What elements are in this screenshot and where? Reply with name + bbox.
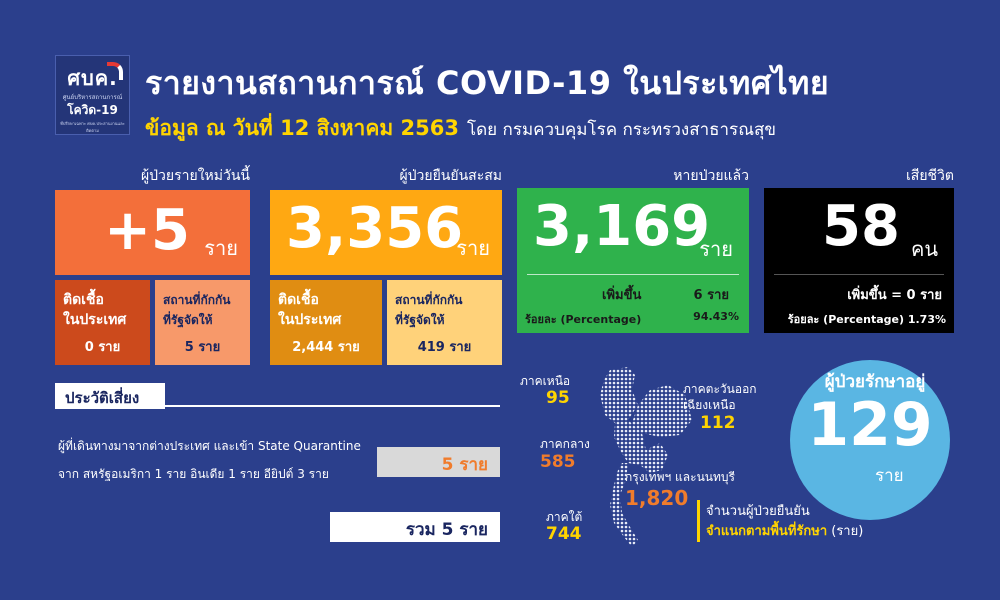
risk-title: ประวัติเสี่ยง	[55, 383, 165, 409]
risk-countries: จาก สหรัฐอเมริกา 1 ราย อินเดีย 1 ราย อีย…	[58, 467, 329, 481]
new-domestic-label: ติดเชื้อ	[63, 292, 104, 308]
region-north-name: ภาคเหนือ	[520, 374, 571, 388]
region-south-name: ภาคใต้	[546, 510, 583, 524]
recovered-divider	[527, 274, 739, 275]
recovered-increase-value: 6 ราย	[693, 288, 729, 303]
risk-value: 5 ราย	[377, 447, 500, 477]
map-east	[640, 443, 668, 473]
map-northeast	[632, 385, 692, 437]
logo-subtext: ศูนย์บริหารสถานการณ์	[62, 94, 123, 101]
logo-covid-text: โควิด-19	[67, 103, 118, 117]
deaths-divider	[774, 274, 944, 275]
flag-icon	[107, 62, 123, 80]
new-quarantine-box: สถานที่กักกัน ที่รัฐจัดให้ 5 ราย	[155, 280, 250, 365]
new-cases-unit: ราย	[204, 236, 238, 260]
ddc-logo: ศบค. ศูนย์บริหารสถานการณ์ โควิด-19 ที่ปร…	[55, 55, 130, 135]
deaths-increase: เพิ่มขึ้น = 0 ราย	[847, 288, 942, 303]
new-cases-card: +5 ราย	[55, 190, 250, 275]
deaths-card: 58 คน เพิ่มขึ้น = 0 ราย ร้อยละ (Percenta…	[764, 188, 954, 333]
in-treatment-unit: ราย	[875, 466, 904, 486]
cumulative-unit: ราย	[456, 236, 490, 260]
cumulative-heading: ผู้ป่วยยืนยันสะสม	[399, 168, 502, 184]
new-cases-value: +5	[104, 198, 190, 263]
cumulative-quarantine-value: 419 ราย	[417, 340, 472, 355]
region-central-value: 585	[540, 452, 576, 472]
recovered-card: 3,169 ราย เพิ่มขึ้น 6 ราย ร้อยละ (Percen…	[517, 188, 749, 333]
risk-description: ผู้ที่เดินทางมาจากต่างประเทศ และเข้า Sta…	[58, 439, 361, 453]
new-domestic-label2: ในประเทศ	[63, 312, 127, 328]
region-bangkok-value: 1,820	[625, 486, 689, 510]
page-title: รายงานสถานการณ์ COVID-19 ในประเทศไทย	[145, 64, 830, 102]
legend-bar	[697, 500, 700, 542]
recovered-heading: หายป่วยแล้ว	[673, 168, 749, 184]
new-cases-heading: ผู้ป่วยรายใหม่วันนี้	[140, 168, 250, 184]
cumulative-quarantine-label: สถานที่กักกัน	[395, 293, 463, 307]
recovered-percent-label: ร้อยละ (Percentage)	[525, 313, 642, 326]
subtitle: ข้อมูล ณ วันที่ 12 สิงหาคม 2563 โดย กรมคว…	[145, 112, 776, 145]
region-northeast-name2: เฉียงเหนือ	[683, 398, 736, 412]
risk-header-line	[55, 383, 500, 407]
region-northeast-name: ภาคตะวันออก	[683, 382, 757, 396]
region-south-value: 744	[546, 524, 582, 544]
legend-line1: จำนวนผู้ป่วยยืนยัน	[706, 504, 810, 519]
region-central-name: ภาคกลาง	[540, 437, 590, 451]
thailand-map	[600, 367, 692, 547]
deaths-percent: ร้อยละ (Percentage) 1.73%	[787, 313, 946, 326]
cumulative-card: 3,356 ราย	[270, 190, 502, 275]
new-domestic-value: 0 ราย	[84, 340, 121, 355]
new-domestic-box: ติดเชื้อ ในประเทศ 0 ราย	[55, 280, 150, 365]
cumulative-value: 3,356	[286, 196, 464, 261]
region-north-value: 95	[546, 388, 570, 408]
legend-unit: (ราย)	[827, 524, 864, 539]
cumulative-domestic-label2: ในประเทศ	[278, 312, 342, 328]
region-northeast-value: 112	[700, 413, 736, 433]
cumulative-domestic-box: ติดเชื้อ ในประเทศ 2,444 ราย	[270, 280, 382, 365]
cumulative-domestic-label: ติดเชื้อ	[278, 292, 319, 308]
recovered-percent-value: 94.43%	[693, 310, 739, 323]
risk-total: รวม 5 ราย	[330, 512, 500, 542]
deaths-heading: เสียชีวิต	[906, 168, 954, 184]
recovered-increase-label: เพิ่มขึ้น	[602, 288, 642, 303]
deaths-unit: คน	[910, 237, 938, 261]
deaths-value: 58	[822, 194, 900, 259]
logo-footnote: ที่ปรึกษาเฉพาะ ศบค.ประสานงานและติดตาม	[60, 121, 125, 133]
new-quarantine-value: 5 ราย	[184, 340, 221, 355]
map-north	[600, 367, 638, 423]
map-south	[610, 463, 638, 547]
cumulative-quarantine-box: สถานที่กักกัน ที่รัฐจัดให้ 419 ราย	[387, 280, 502, 365]
recovered-value: 3,169	[533, 194, 711, 259]
in-treatment-circle	[790, 360, 950, 520]
legend-bold: จำแนกตามพื้นที่รักษา	[706, 524, 828, 539]
new-quarantine-label: สถานที่กักกัน	[163, 293, 231, 307]
in-treatment-label: ผู้ป่วยรักษาอยู่	[824, 372, 926, 392]
source-label: โดย กรมควบคุมโรค กระทรวงสาธารณสุข	[466, 120, 776, 140]
cumulative-domestic-value: 2,444 ราย	[292, 340, 360, 355]
recovered-unit: ราย	[699, 237, 733, 261]
in-treatment-value: 129	[807, 390, 933, 460]
new-quarantine-label2: ที่รัฐจัดให้	[163, 313, 213, 327]
map-central	[614, 420, 646, 465]
region-bangkok-name: กรุงเทพฯ และนนทบุรี	[625, 470, 735, 484]
cumulative-quarantine-label2: ที่รัฐจัดให้	[395, 313, 445, 327]
date-label: ข้อมูล ณ วันที่ 12 สิงหาคม 2563	[145, 116, 459, 140]
legend-line2: จำแนกตามพื้นที่รักษา (ราย)	[706, 520, 863, 541]
